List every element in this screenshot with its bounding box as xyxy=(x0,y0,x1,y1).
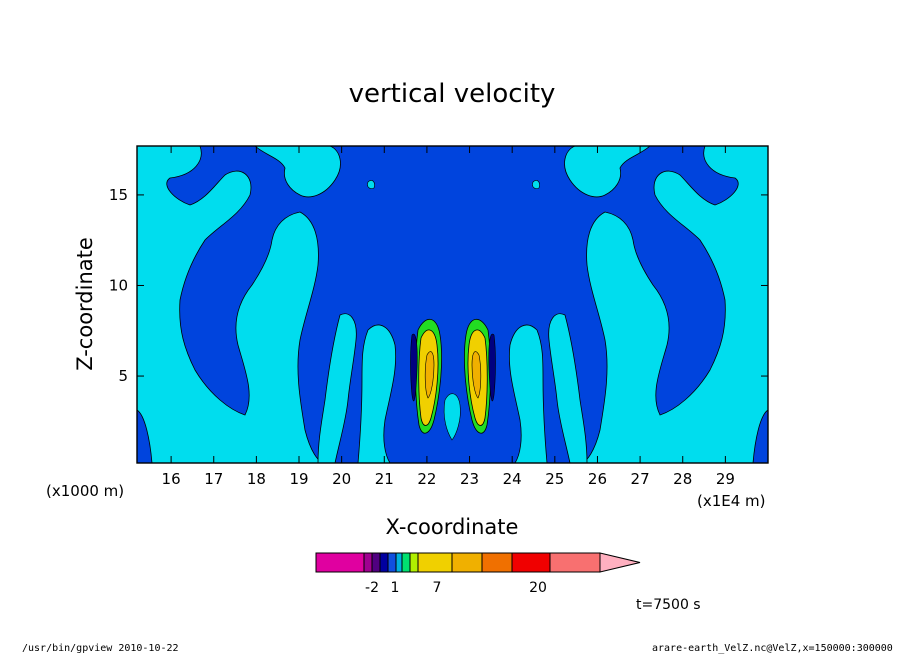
colorbar-arrow xyxy=(599,552,641,573)
x-tick-label: 19 xyxy=(289,470,308,488)
footer-left: /usr/bin/gpview 2010-10-22 xyxy=(22,643,179,654)
x-tick-label: 17 xyxy=(204,470,223,488)
y-tick-label: 15 xyxy=(109,186,128,204)
x-tick-label: 26 xyxy=(588,470,607,488)
colorbar-segment xyxy=(395,552,403,573)
colorbar-segment xyxy=(409,552,419,573)
colorbar-segment xyxy=(511,552,551,573)
colorbar-segment xyxy=(387,552,397,573)
colorbar-label: 20 xyxy=(529,580,547,596)
region-weak-up-left xyxy=(137,146,326,463)
y-axis-label: Z-coordinate xyxy=(73,237,97,371)
region-weak-up-center xyxy=(443,393,461,441)
colorbar-label: -2 xyxy=(365,580,379,596)
colorbar-segment xyxy=(549,552,601,573)
core-right-down xyxy=(488,333,496,402)
colorbar-segment xyxy=(379,552,389,573)
region-tiny-2 xyxy=(532,180,540,189)
y-tick-label: 10 xyxy=(109,276,128,294)
region-down-edge-left xyxy=(137,409,153,463)
region-tiny-1 xyxy=(367,180,375,189)
colorbar-labels: -2 1 7 20 xyxy=(365,580,547,596)
time-label: t=7500 s xyxy=(636,597,701,613)
region-weak-up-left-3 xyxy=(317,313,357,463)
x-tick-label: 20 xyxy=(332,470,351,488)
colorbar-segment xyxy=(363,552,373,573)
core-left-down xyxy=(410,333,418,402)
x-tick-label: 22 xyxy=(417,470,436,488)
x-tick-label: 18 xyxy=(247,470,266,488)
heatmap-field xyxy=(137,146,768,463)
y-tick-label: 5 xyxy=(118,367,128,385)
region-down-edge-right xyxy=(752,409,768,463)
x-tick-label: 16 xyxy=(162,470,181,488)
y-ticks: 5 10 15 xyxy=(109,186,768,385)
colorbar-segment xyxy=(481,552,513,573)
x-tick-label: 28 xyxy=(673,470,692,488)
x-tick-label: 27 xyxy=(631,470,650,488)
x-tick-label: 23 xyxy=(460,470,479,488)
x-ticks: 16 17 18 19 20 21 22 23 24 25 26 27 28 29 xyxy=(162,146,735,488)
colorbar-segment xyxy=(417,552,453,573)
x-tick-label: 29 xyxy=(716,470,735,488)
region-weak-up-left-4 xyxy=(357,324,397,463)
region-weak-up-right-2 xyxy=(564,146,651,198)
colorbar-label: 7 xyxy=(433,580,442,596)
x-axis-label: X-coordinate xyxy=(386,515,519,539)
x-units-right: (x1E4 m) xyxy=(697,492,766,510)
footer-right: arare-earth_VelZ.nc@VelZ,x=150000:300000 xyxy=(652,643,893,654)
region-weak-up-left-2 xyxy=(254,146,341,198)
region-weak-up-right-3 xyxy=(548,313,588,463)
colorbar-segment xyxy=(315,552,365,573)
colorbar-label: 1 xyxy=(391,580,400,596)
core-right-orange xyxy=(471,351,482,399)
colorbar xyxy=(315,552,641,573)
x-tick-label: 21 xyxy=(375,470,394,488)
core-left-orange xyxy=(424,351,435,399)
region-weak-up-right xyxy=(579,146,768,463)
x-tick-label: 25 xyxy=(545,470,564,488)
region-weak-up-right-4 xyxy=(508,324,548,463)
chart-title: vertical velocity xyxy=(349,79,556,109)
plot-frame xyxy=(136,145,769,464)
colorbar-segment xyxy=(401,552,411,573)
colorbar-segment xyxy=(371,552,381,573)
x-tick-label: 24 xyxy=(503,470,522,488)
colorbar-segment xyxy=(451,552,483,573)
x-units-left: (x1000 m) xyxy=(46,482,124,500)
